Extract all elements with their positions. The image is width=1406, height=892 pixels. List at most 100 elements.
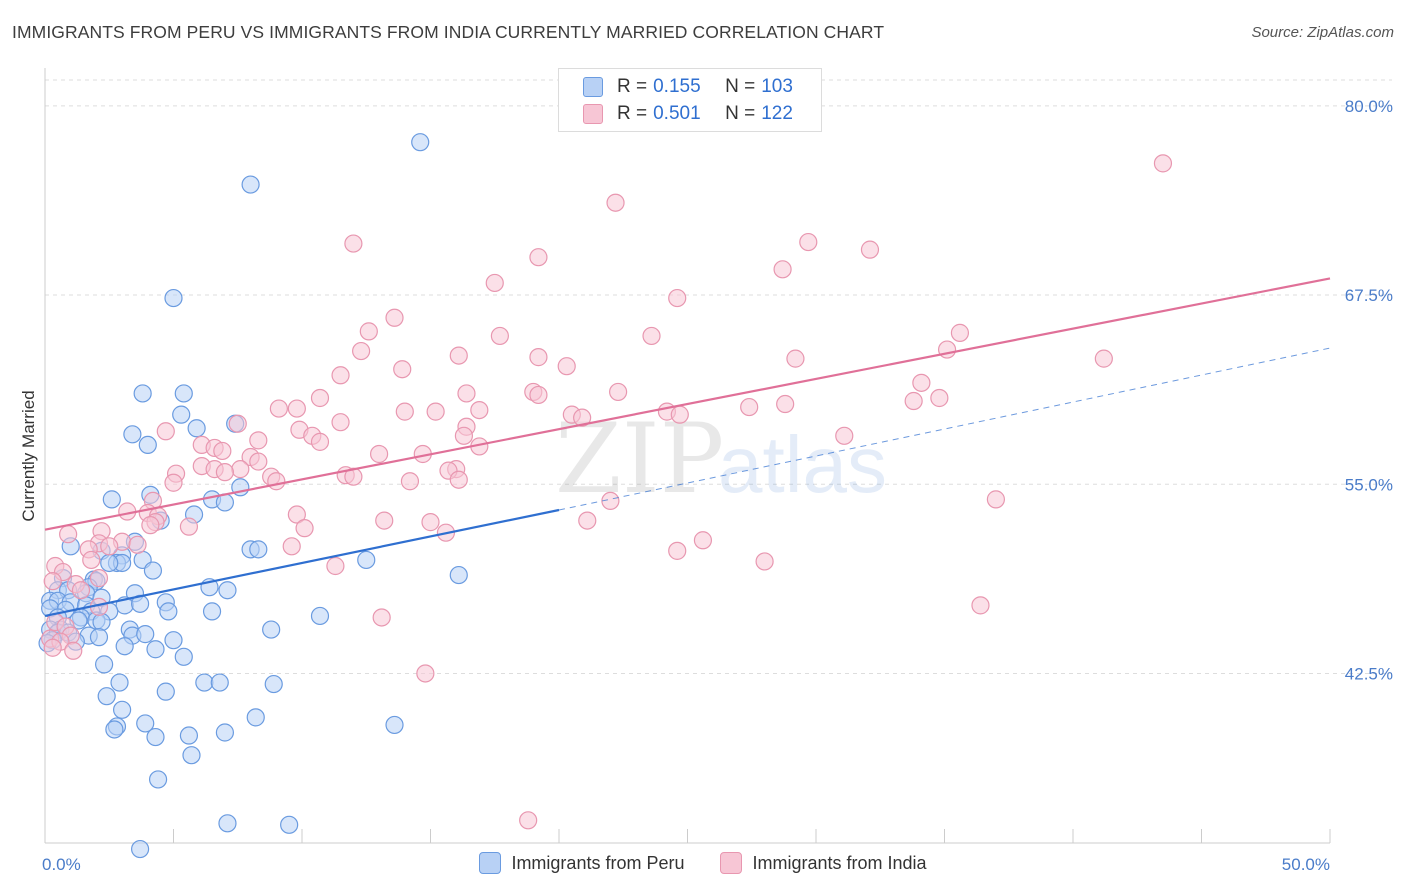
legend-r-value: 0.501 (653, 103, 701, 124)
india-point (470, 400, 489, 420)
legend-item-india[interactable]: Immigrants from India (720, 852, 927, 874)
trend-lines (44, 277, 1331, 618)
india-point (529, 248, 548, 267)
y-tick-label: 55.0% (1345, 475, 1393, 494)
legend-r-value: 0.155 (653, 76, 701, 97)
peru-point (133, 384, 152, 403)
india-point (642, 326, 661, 346)
india-point (228, 414, 247, 433)
india-point (331, 413, 350, 432)
india-point (372, 608, 391, 627)
india-point (950, 323, 970, 342)
peru-point (215, 723, 234, 742)
peru-point (182, 746, 201, 765)
peru-point (95, 655, 114, 674)
india-point (1094, 349, 1113, 368)
peru-point (202, 602, 222, 621)
india-point (860, 240, 880, 259)
peru-point (146, 640, 165, 659)
peru-point (143, 561, 163, 580)
india-point (529, 385, 548, 405)
india-points (41, 154, 1173, 830)
peru-point (280, 815, 299, 834)
y-tick-label: 42.5% (1345, 664, 1393, 683)
india-point (89, 569, 109, 588)
peru-point (218, 814, 237, 833)
india-point (344, 234, 363, 253)
peru-point (262, 620, 281, 639)
legend-n-label: N = (725, 76, 756, 97)
india-point (773, 260, 792, 279)
india-point (287, 505, 306, 524)
india-point (100, 537, 119, 556)
india-point (519, 811, 538, 830)
grid-lines (45, 79, 1392, 674)
legend-row-india: R = 0.501 N = 122 (583, 102, 793, 126)
peru-point (310, 606, 330, 626)
legend-n-value: 103 (761, 76, 793, 97)
india-point (670, 405, 689, 424)
peru-point (241, 175, 260, 194)
peru-point (130, 839, 150, 859)
india-point (986, 490, 1006, 509)
india-point (370, 444, 389, 464)
india-point (331, 366, 350, 385)
india-point (287, 399, 306, 418)
india-point (43, 572, 62, 591)
peru-point (102, 490, 121, 509)
india-point (295, 519, 314, 538)
india-point (971, 596, 990, 615)
india-point (375, 511, 394, 530)
y-axis-title: Currently Married (19, 390, 38, 521)
india-point (385, 308, 404, 327)
india-point (64, 641, 83, 660)
india-point (799, 232, 818, 252)
india-point (776, 394, 795, 414)
india-point (609, 382, 628, 402)
peru-point (105, 720, 124, 739)
india-point (71, 581, 91, 600)
india-point (395, 402, 414, 421)
india-point (454, 426, 474, 445)
india-point (213, 441, 232, 461)
india-point (835, 426, 854, 445)
peru-point (115, 637, 134, 656)
peru-point (89, 628, 109, 647)
india-trend-line (44, 277, 1331, 531)
india-point (215, 463, 234, 482)
peru-point (357, 550, 376, 570)
peru-point (146, 727, 165, 747)
india-point (421, 513, 440, 532)
y-tick-label: 80.0% (1345, 97, 1393, 116)
peru-point (159, 602, 178, 621)
india-point (485, 273, 504, 293)
india-point (282, 537, 301, 556)
india-point (59, 525, 78, 544)
india-point (786, 349, 805, 368)
legend-swatch-india (583, 104, 603, 124)
india-point (668, 541, 687, 560)
india-point (249, 431, 268, 450)
watermark-atlas: atlas (718, 420, 887, 509)
axes (44, 68, 1331, 844)
peru-point (100, 553, 119, 573)
peru-point (164, 288, 183, 308)
legend-item-peru[interactable]: Immigrants from Peru (479, 852, 684, 874)
india-point (326, 556, 345, 576)
india-point (310, 388, 330, 408)
peru-point (385, 715, 404, 735)
india-point (449, 470, 468, 489)
peru-point (97, 687, 116, 706)
series-legend: Immigrants from Peru Immigrants from Ind… (0, 852, 1406, 874)
india-point (344, 467, 363, 486)
india-point (426, 402, 445, 421)
india-point (904, 391, 923, 411)
peru-point (174, 384, 193, 403)
india-point (128, 535, 147, 554)
legend-r-label: R = (617, 76, 648, 97)
peru-point (449, 565, 468, 585)
peru-point (195, 673, 214, 692)
peru-point (110, 673, 129, 692)
peru-point (112, 700, 132, 719)
